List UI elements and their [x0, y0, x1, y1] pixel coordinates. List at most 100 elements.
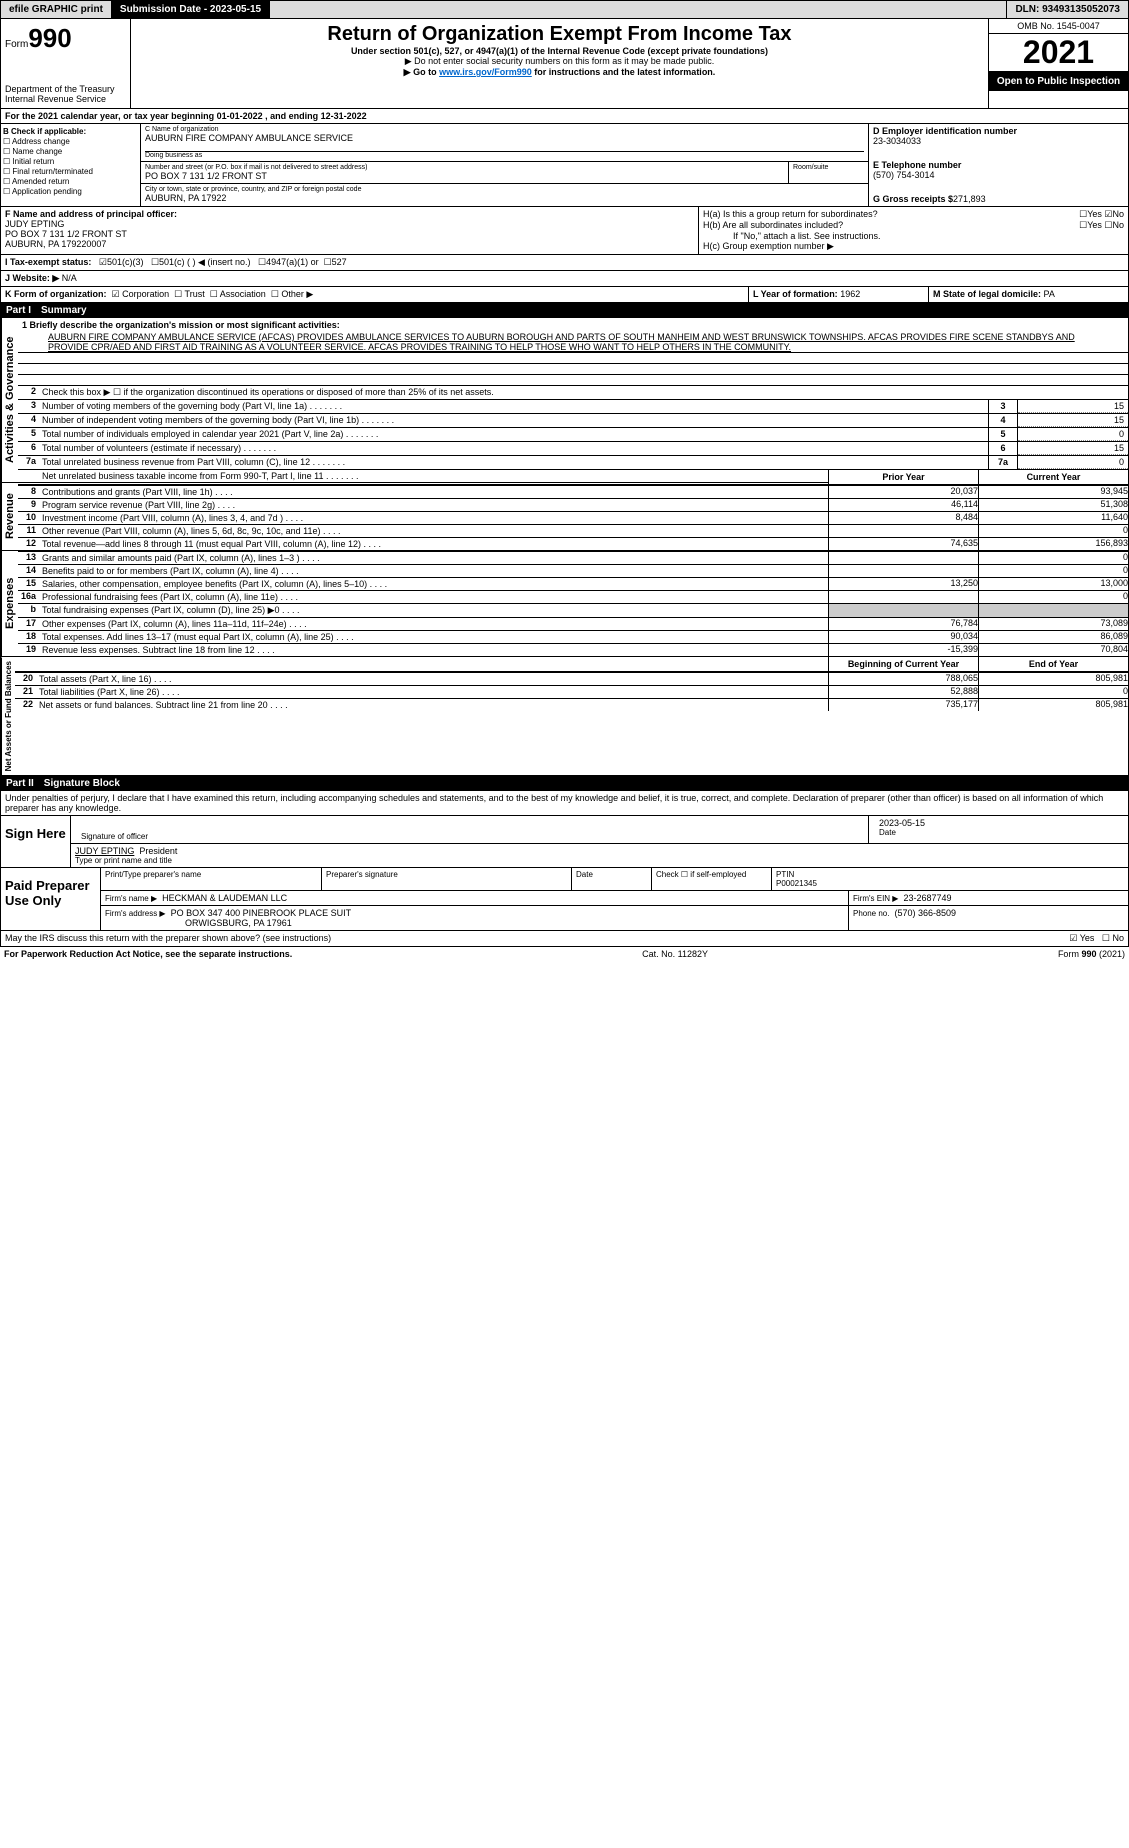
opt-label: Amended return	[12, 177, 69, 186]
no: No	[1112, 933, 1124, 943]
caution: ▶ Do not enter social security numbers o…	[135, 56, 984, 67]
ha-answer: ☐Yes ☑No	[1079, 209, 1124, 220]
k-corp: Corporation	[122, 289, 169, 299]
blank-line	[18, 353, 1128, 364]
ptin-value: P00021345	[776, 879, 1124, 888]
ha-label: H(a) Is this a group return for subordin…	[703, 209, 1079, 220]
efile-label: efile GRAPHIC print	[1, 1, 112, 18]
m-label: M State of legal domicile:	[933, 289, 1041, 299]
section-b-header: B Check if applicable:	[3, 127, 138, 136]
opt-final[interactable]: ☐ Final return/terminated	[3, 167, 138, 176]
opt-name-change[interactable]: ☐ Name change	[3, 147, 138, 156]
city-block: City or town, state or province, country…	[141, 184, 868, 205]
blank-line	[18, 375, 1128, 386]
l-label: L Year of formation:	[753, 289, 838, 299]
sign-here-section: Sign Here Signature of officer 2023-05-1…	[0, 816, 1129, 868]
officer-label: F Name and address of principal officer:	[5, 209, 694, 219]
netassets-body: Beginning of Current Year End of Year 20…	[15, 657, 1128, 775]
ha-row: H(a) Is this a group return for subordin…	[703, 209, 1124, 220]
firm-phone: (570) 366-8509	[895, 908, 957, 918]
i-4947: 4947(a)(1) or	[266, 257, 319, 268]
sig-date-value: 2023-05-15	[879, 818, 1118, 828]
city-label: City or town, state or province, country…	[145, 186, 864, 193]
gross-label: G Gross receipts $	[873, 194, 953, 204]
firm-addr-row: Firm's address ▶ PO BOX 347 400 PINEBROO…	[101, 906, 1128, 930]
section-f: F Name and address of principal officer:…	[1, 207, 698, 254]
yes: Yes	[1087, 209, 1102, 219]
section-h: H(a) Is this a group return for subordin…	[698, 207, 1128, 254]
summary-line: 9Program service revenue (Part VIII, lin…	[18, 498, 1128, 511]
expenses-section: Expenses 13Grants and similar amounts pa…	[0, 551, 1129, 657]
part2-name: Signature Block	[44, 778, 120, 789]
form-ref: Form 990 (2021)	[1058, 949, 1125, 959]
yes: Yes	[1087, 220, 1102, 230]
prep-header-row: Print/Type preparer's name Preparer's si…	[101, 868, 1128, 891]
addr-block: Number and street (or P.O. box if mail i…	[141, 162, 868, 184]
domicile: PA	[1044, 289, 1055, 299]
hb-answer: ☐Yes ☐No	[1079, 220, 1124, 231]
dln: DLN: 93493135052073	[1006, 1, 1128, 18]
tax-year: 2021	[989, 34, 1128, 72]
opt-initial[interactable]: ☐ Initial return	[3, 157, 138, 166]
i-label: I Tax-exempt status:	[5, 257, 91, 268]
revenue-body: Prior Year Current Year 8Contributions a…	[18, 483, 1128, 550]
website-value: N/A	[62, 273, 77, 284]
discuss-row: May the IRS discuss this return with the…	[0, 931, 1129, 947]
bcd-row: B Check if applicable: ☐ Address change …	[0, 124, 1129, 207]
paid-body: Print/Type preparer's name Preparer's si…	[101, 868, 1128, 930]
form-title: Return of Organization Exempt From Incom…	[135, 23, 984, 46]
i-501c: 501(c) ( ) ◀ (insert no.)	[159, 257, 250, 268]
netassets-section: Net Assets or Fund Balances Beginning of…	[0, 657, 1129, 776]
summary-line: 10Investment income (Part VIII, column (…	[18, 511, 1128, 524]
prep-sig-label: Preparer's signature	[321, 868, 571, 890]
part1-title: Part I	[6, 305, 31, 316]
col-current: Current Year	[978, 469, 1128, 484]
summary-line: bTotal fundraising expenses (Part IX, co…	[18, 603, 1128, 617]
ein-value: 23-3034033	[873, 136, 1124, 146]
k-assoc: Association	[220, 289, 266, 299]
opt-label: Name change	[12, 147, 62, 156]
opt-amended[interactable]: ☐ Amended return	[3, 177, 138, 186]
section-k: K Form of organization: ☑ Corporation ☐ …	[1, 287, 748, 302]
vlabel-expenses: Expenses	[1, 551, 18, 656]
gross-value: 271,893	[953, 194, 986, 204]
summary-line: 14Benefits paid to or for members (Part …	[18, 564, 1128, 577]
col-end: End of Year	[978, 657, 1128, 671]
section-b: B Check if applicable: ☐ Address change …	[1, 124, 141, 206]
summary-line: 20Total assets (Part X, line 16) . . . .…	[15, 672, 1128, 685]
submission-date: Submission Date - 2023-05-15	[112, 1, 270, 18]
summary-line: 22Net assets or fund balances. Subtract …	[15, 698, 1128, 711]
form-number: 990	[28, 23, 71, 53]
vlabel-governance: Activities & Governance	[1, 318, 18, 482]
revenue-subhead: Prior Year Current Year	[18, 469, 1128, 485]
part2-title: Part II	[6, 778, 34, 789]
opt-label: Application pending	[12, 187, 82, 196]
header-center: Return of Organization Exempt From Incom…	[131, 19, 988, 108]
goto-pre: ▶ Go to	[404, 67, 439, 77]
opt-pending[interactable]: ☐ Application pending	[3, 187, 138, 196]
header-left: Form990 Department of the Treasury Inter…	[1, 19, 131, 108]
goto-link[interactable]: www.irs.gov/Form990	[439, 67, 532, 77]
prep-name-label: Print/Type preparer's name	[101, 868, 321, 890]
k-trust: Trust	[185, 289, 205, 299]
cat-no: Cat. No. 11282Y	[642, 949, 708, 959]
fh-row: F Name and address of principal officer:…	[0, 207, 1129, 255]
topbar: efile GRAPHIC print Submission Date - 20…	[0, 0, 1129, 19]
col-prior: Prior Year	[828, 469, 978, 484]
hb-label: H(b) Are all subordinates included?	[703, 220, 1079, 231]
discuss-label: May the IRS discuss this return with the…	[5, 933, 1069, 944]
summary-line: 19Revenue less expenses. Subtract line 1…	[18, 643, 1128, 656]
goto-line: ▶ Go to www.irs.gov/Form990 for instruct…	[135, 67, 984, 78]
summary-line: 8Contributions and grants (Part VIII, li…	[18, 485, 1128, 498]
officer-name-sig: JUDY EPTING	[75, 846, 134, 856]
revenue-section: Revenue Prior Year Current Year 8Contrib…	[0, 483, 1129, 551]
self-employed: Check ☐ if self-employed	[651, 868, 771, 890]
summary-line: 15Salaries, other compensation, employee…	[18, 577, 1128, 590]
paid-preparer-section: Paid Preparer Use Only Print/Type prepar…	[0, 868, 1129, 931]
opt-address-change[interactable]: ☐ Address change	[3, 137, 138, 146]
gross-receipts: G Gross receipts $271,893	[873, 194, 1124, 204]
expenses-body: 13Grants and similar amounts paid (Part …	[18, 551, 1128, 656]
col-begin: Beginning of Current Year	[828, 657, 978, 671]
firm-addr2: ORWIGSBURG, PA 17961	[105, 918, 844, 928]
addr-label: Number and street (or P.O. box if mail i…	[145, 164, 784, 171]
